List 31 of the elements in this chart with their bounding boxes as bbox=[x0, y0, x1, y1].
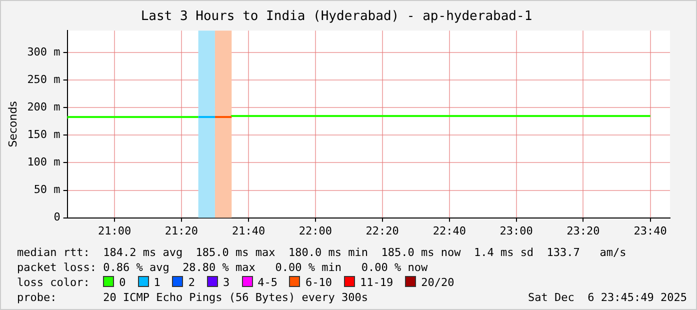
x-tick-label: 23:00 bbox=[500, 224, 533, 238]
x-tick-label: 22:40 bbox=[432, 224, 466, 238]
x-tick-label: 21:20 bbox=[164, 224, 198, 238]
legend-label: 4-5 bbox=[258, 276, 278, 289]
y-tick-label: 250 m bbox=[27, 73, 61, 86]
y-tick-label: 150 m bbox=[27, 128, 61, 142]
x-tick-label: 23:40 bbox=[634, 224, 667, 238]
legend-label: 3 bbox=[222, 276, 230, 289]
x-tick-label: 23:20 bbox=[566, 224, 600, 238]
legend-label: 6-10 bbox=[305, 276, 332, 289]
y-tick-label: 50 m bbox=[34, 183, 61, 196]
legend-label: 11-19 bbox=[360, 276, 394, 289]
x-tick-label: 22:00 bbox=[298, 224, 332, 238]
text: packet loss: 0.86 % avg 28.80 % max 0.00 % min 0.00 % now bbox=[17, 260, 429, 275]
legend-label: 20/20 bbox=[421, 276, 454, 289]
legend-label: 0 bbox=[119, 276, 126, 289]
y-tick-label: 0 bbox=[54, 210, 60, 224]
text: probe: 20 ICMP Echo Pings (56 Bytes) every 300s bbox=[17, 291, 368, 304]
y-tick-label: 100 m bbox=[27, 156, 61, 169]
text: median rtt: 184.2 ms avg 185.0 ms max 180.0 ms min 185.0 ms now 1.4 ms sd 133.7 am/s bbox=[17, 245, 628, 260]
x-tick-label: 22:20 bbox=[366, 224, 399, 238]
chart-title: Last 3 Hours to India (Hyderabad) - ap-hyderabad-1 bbox=[140, 9, 532, 24]
y-axis-title: Seconds bbox=[6, 100, 20, 148]
legend-label: 2 bbox=[188, 276, 195, 289]
x-tick-label: 21:40 bbox=[232, 224, 266, 238]
text: Sat Dec 6 23:45:49 2025 bbox=[528, 290, 687, 305]
y-tick-label: 300 m bbox=[27, 45, 61, 58]
x-tick-label: 21:00 bbox=[98, 224, 132, 238]
legend-label: 1 bbox=[154, 276, 160, 289]
y-tick-label: 200 m bbox=[27, 100, 61, 114]
legend-title: loss color: bbox=[17, 276, 91, 289]
